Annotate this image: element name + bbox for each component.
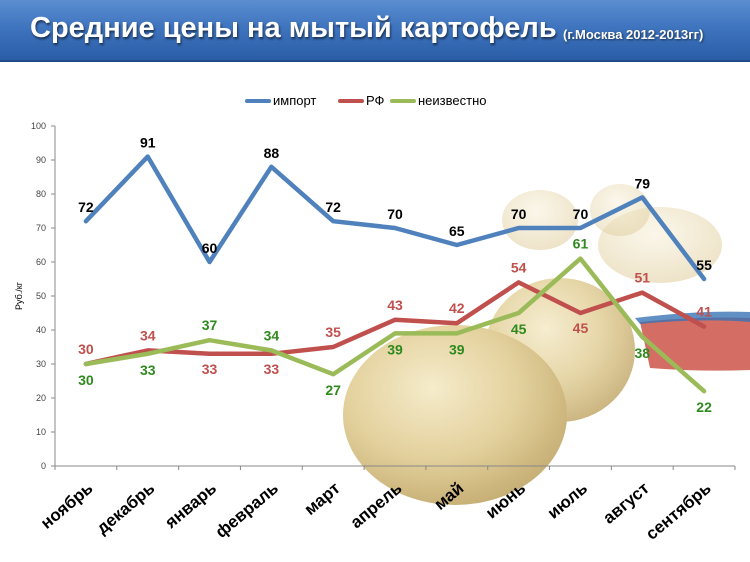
x-tick-label: февраль <box>212 479 282 542</box>
data-label: 27 <box>325 382 341 398</box>
chart-legend: импорт РФ неизвестно <box>245 93 487 108</box>
legend-label: неизвестно <box>418 93 487 108</box>
data-label: 88 <box>264 145 280 161</box>
y-tick-label: 40 <box>36 325 46 335</box>
legend-label: РФ <box>366 93 385 108</box>
x-tick-label: март <box>301 479 344 519</box>
x-tick-label: январь <box>161 479 220 533</box>
data-label: 30 <box>78 372 94 388</box>
data-label: 70 <box>573 206 589 222</box>
data-label: 65 <box>449 223 465 239</box>
x-tick-label: август <box>599 479 652 528</box>
data-label: 61 <box>573 236 589 252</box>
data-label: 34 <box>140 327 156 343</box>
data-label: 22 <box>696 399 712 415</box>
data-label: 91 <box>140 135 156 151</box>
data-label: 39 <box>387 341 403 357</box>
data-label: 45 <box>573 320 589 336</box>
data-label: 70 <box>511 206 527 222</box>
y-tick-label: 90 <box>36 155 46 165</box>
x-tick-label: ноябрь <box>37 479 96 533</box>
series-line-0 <box>83 154 707 282</box>
y-tick-label: 80 <box>36 189 46 199</box>
data-label: 70 <box>387 206 403 222</box>
series-line-2 <box>83 256 707 394</box>
data-label: 34 <box>264 327 280 343</box>
data-label: 37 <box>202 317 218 333</box>
y-axis-label: Руб./кг <box>14 281 24 310</box>
plate-decoration <box>640 317 750 371</box>
x-tick-label: июль <box>544 479 591 523</box>
data-label: 45 <box>511 321 527 337</box>
data-label: 72 <box>325 199 341 215</box>
data-label: 51 <box>634 270 650 286</box>
background-decoration <box>343 184 750 505</box>
chart-title: Средние цены на мытый картофель <box>30 12 557 44</box>
data-labels: 72 91 60 88 72 70 65 70 70 79 55 30 34 33 33 35 43 42 54 45… <box>78 135 712 416</box>
data-label: 42 <box>449 300 465 316</box>
x-tick-label: декабрь <box>93 479 158 538</box>
y-tick-label: 50 <box>36 291 46 301</box>
legend-label: импорт <box>273 93 316 108</box>
chart-subtitle: (г.Москва 2012-2013гг) <box>563 27 704 42</box>
y-tick-label: 100 <box>31 121 46 131</box>
x-tick-label: апрель <box>347 479 406 533</box>
title-bar: Средние цены на мытый картофель (г.Москв… <box>0 0 750 62</box>
data-label: 43 <box>387 297 403 313</box>
data-label: 60 <box>202 240 218 256</box>
data-label: 33 <box>264 361 280 377</box>
data-label: 39 <box>449 341 465 357</box>
data-label: 72 <box>78 199 94 215</box>
data-label: 35 <box>325 324 341 340</box>
data-label: 79 <box>634 175 650 191</box>
y-tick-label: 30 <box>36 359 46 369</box>
potato-image-main <box>343 325 567 505</box>
series-line-1 <box>83 280 707 367</box>
data-label: 55 <box>696 257 712 273</box>
data-label: 33 <box>140 362 156 378</box>
y-tick-label: 70 <box>36 223 46 233</box>
data-label: 30 <box>78 341 94 357</box>
y-tick-label: 10 <box>36 427 46 437</box>
data-label: 38 <box>634 345 650 361</box>
y-tick-label: 20 <box>36 393 46 403</box>
data-label: 41 <box>696 304 712 320</box>
data-label: 54 <box>511 259 527 275</box>
series-layer <box>83 154 707 394</box>
y-tick-label: 0 <box>41 461 46 471</box>
y-tick-label: 60 <box>36 257 46 267</box>
x-tick-label: сентябрь <box>642 479 715 544</box>
data-label: 33 <box>202 361 218 377</box>
